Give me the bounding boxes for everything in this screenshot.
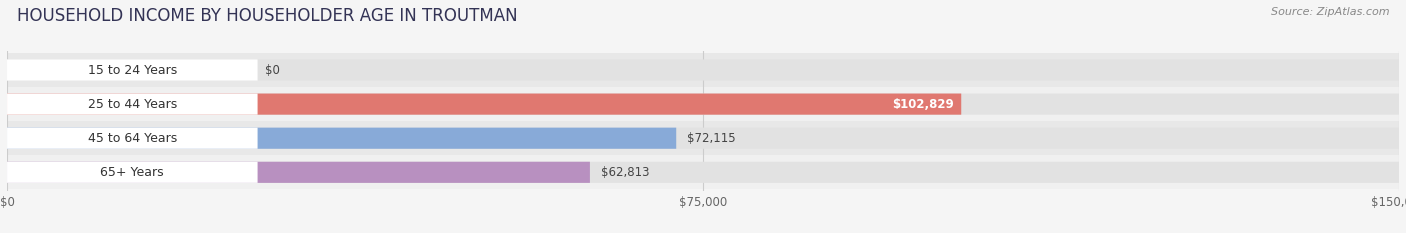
Text: HOUSEHOLD INCOME BY HOUSEHOLDER AGE IN TROUTMAN: HOUSEHOLD INCOME BY HOUSEHOLDER AGE IN T… [17, 7, 517, 25]
FancyBboxPatch shape [7, 162, 591, 183]
FancyBboxPatch shape [7, 53, 1399, 87]
Text: 65+ Years: 65+ Years [100, 166, 165, 179]
Text: 15 to 24 Years: 15 to 24 Years [87, 64, 177, 76]
FancyBboxPatch shape [7, 128, 676, 149]
FancyBboxPatch shape [7, 87, 1399, 121]
FancyBboxPatch shape [7, 128, 1399, 149]
FancyBboxPatch shape [7, 162, 257, 183]
Text: $102,829: $102,829 [893, 98, 955, 111]
FancyBboxPatch shape [7, 155, 1399, 189]
FancyBboxPatch shape [7, 128, 257, 149]
FancyBboxPatch shape [7, 59, 257, 81]
Text: 25 to 44 Years: 25 to 44 Years [87, 98, 177, 111]
FancyBboxPatch shape [7, 59, 1399, 81]
Text: $0: $0 [264, 64, 280, 76]
FancyBboxPatch shape [7, 93, 1399, 115]
Text: 45 to 64 Years: 45 to 64 Years [87, 132, 177, 145]
FancyBboxPatch shape [7, 121, 1399, 155]
FancyBboxPatch shape [7, 162, 1399, 183]
Text: Source: ZipAtlas.com: Source: ZipAtlas.com [1271, 7, 1389, 17]
FancyBboxPatch shape [7, 93, 257, 115]
Text: $72,115: $72,115 [688, 132, 735, 145]
FancyBboxPatch shape [7, 93, 962, 115]
Text: $62,813: $62,813 [600, 166, 650, 179]
